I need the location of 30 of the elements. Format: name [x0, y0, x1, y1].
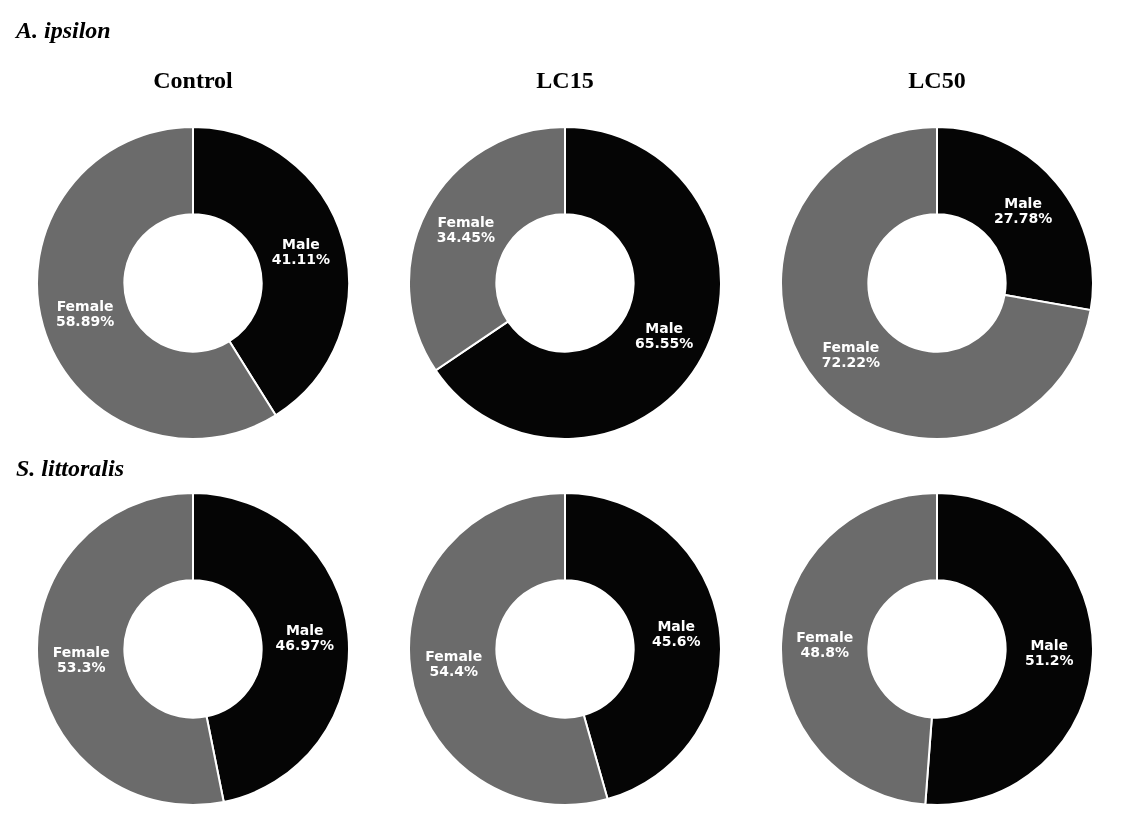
data-label: 45.6%: [651, 632, 701, 649]
slice-label: Male: [282, 236, 320, 253]
slice-label: Female: [52, 644, 110, 661]
data-label: 48.8%: [800, 643, 850, 660]
data-label: 34.45%: [436, 229, 495, 246]
slice-label: Female: [796, 628, 854, 645]
data-label: 51.2%: [1024, 652, 1074, 669]
chart-title: Control: [153, 67, 234, 93]
text: A. ipsilon: [14, 17, 111, 43]
slice-label: Male: [1004, 194, 1042, 211]
slice-label: Male: [285, 621, 324, 638]
data-label: 72.22%: [821, 354, 881, 371]
slice-label: Female: [425, 648, 483, 665]
data-label: 41.11%: [271, 251, 331, 268]
data-label: 46.97%: [275, 636, 334, 653]
slice-label: Female: [822, 339, 880, 356]
data-label: 54.4%: [429, 663, 479, 680]
data-label: 58.89%: [55, 312, 115, 329]
data-label: 53.3%: [56, 659, 106, 676]
text: S. littoralis: [16, 455, 125, 481]
chart-title: LC15: [536, 67, 594, 93]
chart-title: LC50: [908, 67, 966, 93]
slice-label: Female: [437, 214, 495, 231]
donut-slice: [780, 126, 1092, 440]
data-label: 65.55%: [635, 334, 694, 351]
data-label: 27.78%: [993, 209, 1053, 226]
slice-label: Male: [1030, 637, 1069, 654]
slice-label: Female: [56, 297, 114, 314]
slice-label: Male: [657, 617, 696, 634]
slice-label: Male: [645, 319, 684, 336]
